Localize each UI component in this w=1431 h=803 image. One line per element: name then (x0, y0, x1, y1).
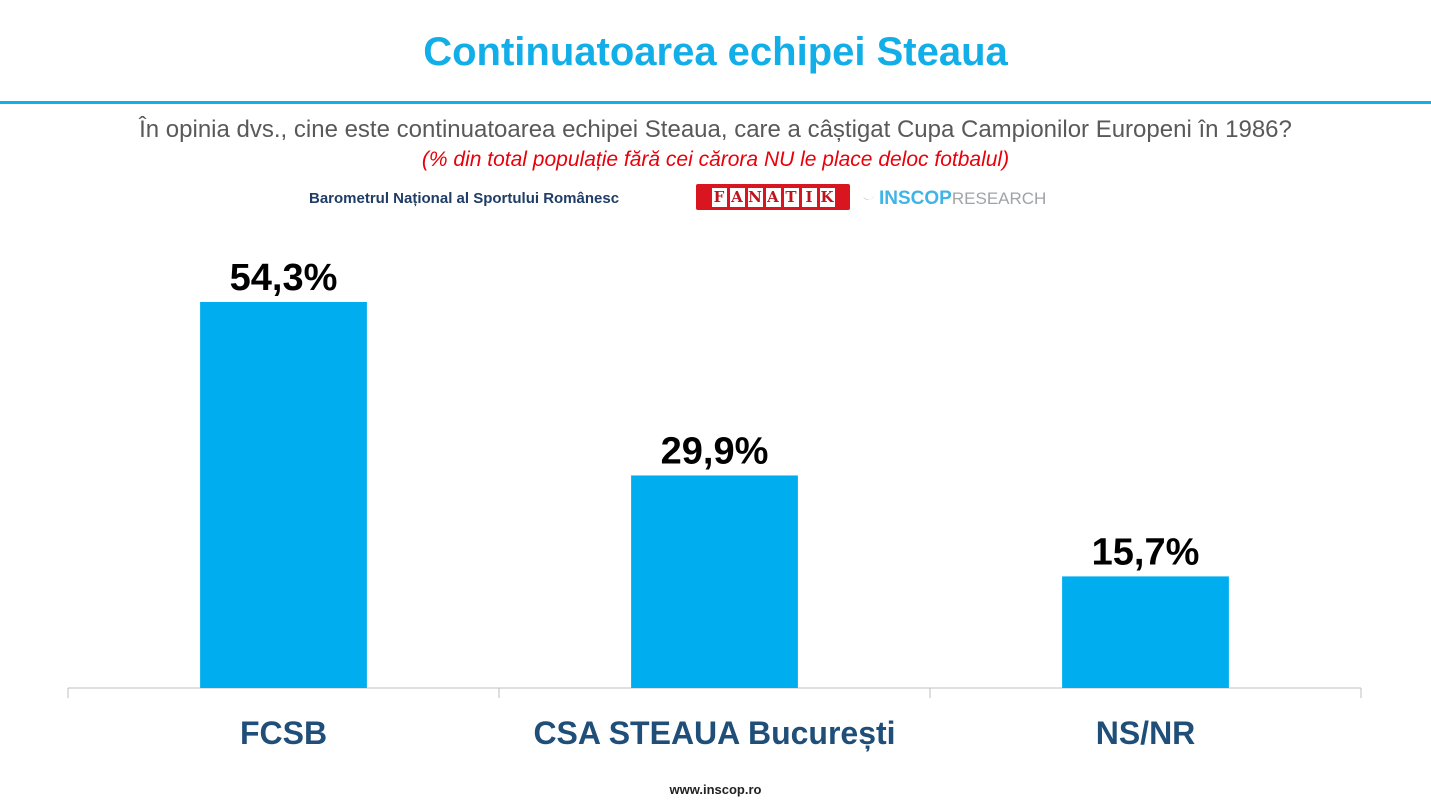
bar (1062, 576, 1229, 688)
data-label: 15,7% (1092, 531, 1200, 573)
category-label: NS/NR (1096, 715, 1196, 751)
inscop-sub: RESEARCH (951, 189, 1047, 208)
bar (631, 475, 798, 688)
category-label: FCSB (240, 715, 327, 751)
category-label: CSA STEAUA București (533, 715, 895, 751)
footer-url: www.inscop.ro (669, 782, 762, 797)
population-note: (% din total populație fără cei cărora N… (421, 148, 1010, 171)
inscop-name: INSCOP (879, 188, 952, 209)
bar (200, 302, 367, 688)
fanatik-logo-letter: F (711, 187, 727, 207)
fanatik-logo-letter: I (801, 187, 817, 207)
fanatik-logo-letter: A (765, 187, 781, 207)
barometer-label: Barometrul Național al Sportului Românes… (309, 190, 620, 207)
fanatik-logo-letter: N (747, 187, 763, 207)
fanatik-logo-letter: A (729, 187, 745, 207)
source-logos: Barometrul Național al Sportului Românes… (0, 183, 1431, 213)
data-label: 54,3% (230, 257, 338, 299)
data-label: 29,9% (661, 430, 769, 472)
fanatik-logo-letter: T (783, 187, 799, 207)
title-divider (0, 101, 1431, 104)
chart-title: Continuatoarea echipei Steaua (423, 30, 1008, 74)
fanatik-logo-letter: K (819, 187, 835, 207)
survey-question: În opinia dvs., cine este continuatoarea… (139, 116, 1292, 143)
inscop-logo: INSCOP RESEARCH (862, 188, 1046, 210)
